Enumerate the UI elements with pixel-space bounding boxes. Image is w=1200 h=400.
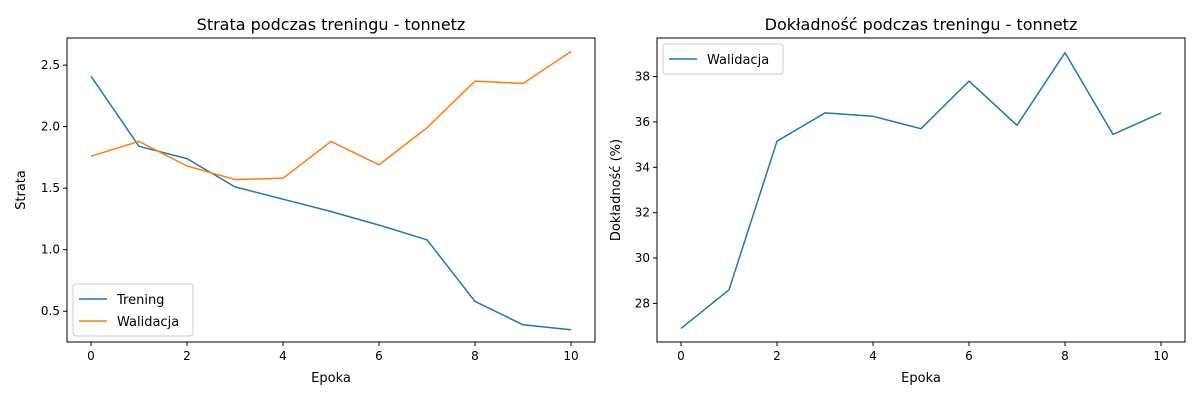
x-tick-label: 8 bbox=[1061, 349, 1069, 363]
legend: Trening Walidacja bbox=[72, 283, 194, 337]
series-line-walidacja bbox=[680, 51, 1162, 329]
legend: Walidacja bbox=[662, 43, 784, 75]
legend-label: Walidacja bbox=[117, 315, 179, 330]
x-tick-label: 6 bbox=[375, 349, 383, 363]
y-tick-label: 32 bbox=[635, 206, 650, 220]
x-tick-label: 2 bbox=[183, 349, 191, 363]
y-tick-label: 30 bbox=[635, 251, 650, 265]
y-tick-label: 0.5 bbox=[41, 304, 60, 318]
chart-title: Dokładność podczas treningu - tonnetz bbox=[765, 15, 1078, 34]
legend-box bbox=[662, 43, 784, 75]
y-axis-label: Strata bbox=[14, 170, 29, 210]
x-tick-label: 6 bbox=[965, 349, 973, 363]
y-tick-label: 2.5 bbox=[41, 58, 60, 72]
legend-box bbox=[72, 283, 194, 337]
chart-1: Strata podczas treningu - tonnetz 0 2 4 6 8 10… bbox=[14, 15, 596, 386]
x-axis-label: Epoka bbox=[311, 371, 351, 386]
y-tick-label: 2.0 bbox=[41, 120, 60, 134]
y-tick-label: 28 bbox=[635, 296, 650, 310]
y-axis-label: Dokładność (%) bbox=[609, 139, 624, 241]
plot-frame bbox=[66, 37, 596, 343]
y-tick-label: 1.0 bbox=[41, 243, 60, 257]
plot-frame bbox=[656, 37, 1186, 343]
x-tick-label: 0 bbox=[677, 349, 685, 363]
series-line-trening bbox=[90, 75, 572, 331]
legend-label: Trening bbox=[116, 293, 164, 308]
x-axis-label: Epoka bbox=[901, 371, 941, 386]
x-tick-label: 8 bbox=[471, 349, 479, 363]
x-tick-label: 4 bbox=[869, 349, 877, 363]
chart-2: Dokładność podczas treningu - tonnetz 0 2 4… bbox=[609, 15, 1186, 386]
x-tick-label: 2 bbox=[773, 349, 781, 363]
y-tick-label: 38 bbox=[635, 70, 650, 84]
x-tick-label: 0 bbox=[87, 349, 95, 363]
series-line-walidacja bbox=[90, 50, 572, 181]
chart-title: Strata podczas treningu - tonnetz bbox=[197, 15, 466, 34]
y-tick-label: 36 bbox=[635, 115, 650, 129]
x-tick-label: 4 bbox=[279, 349, 287, 363]
x-tick-label: 10 bbox=[563, 349, 578, 363]
y-tick-label: 1.5 bbox=[41, 181, 60, 195]
legend-label: Walidacja bbox=[707, 53, 769, 68]
y-tick-label: 34 bbox=[635, 160, 650, 174]
x-tick-label: 10 bbox=[1153, 349, 1168, 363]
